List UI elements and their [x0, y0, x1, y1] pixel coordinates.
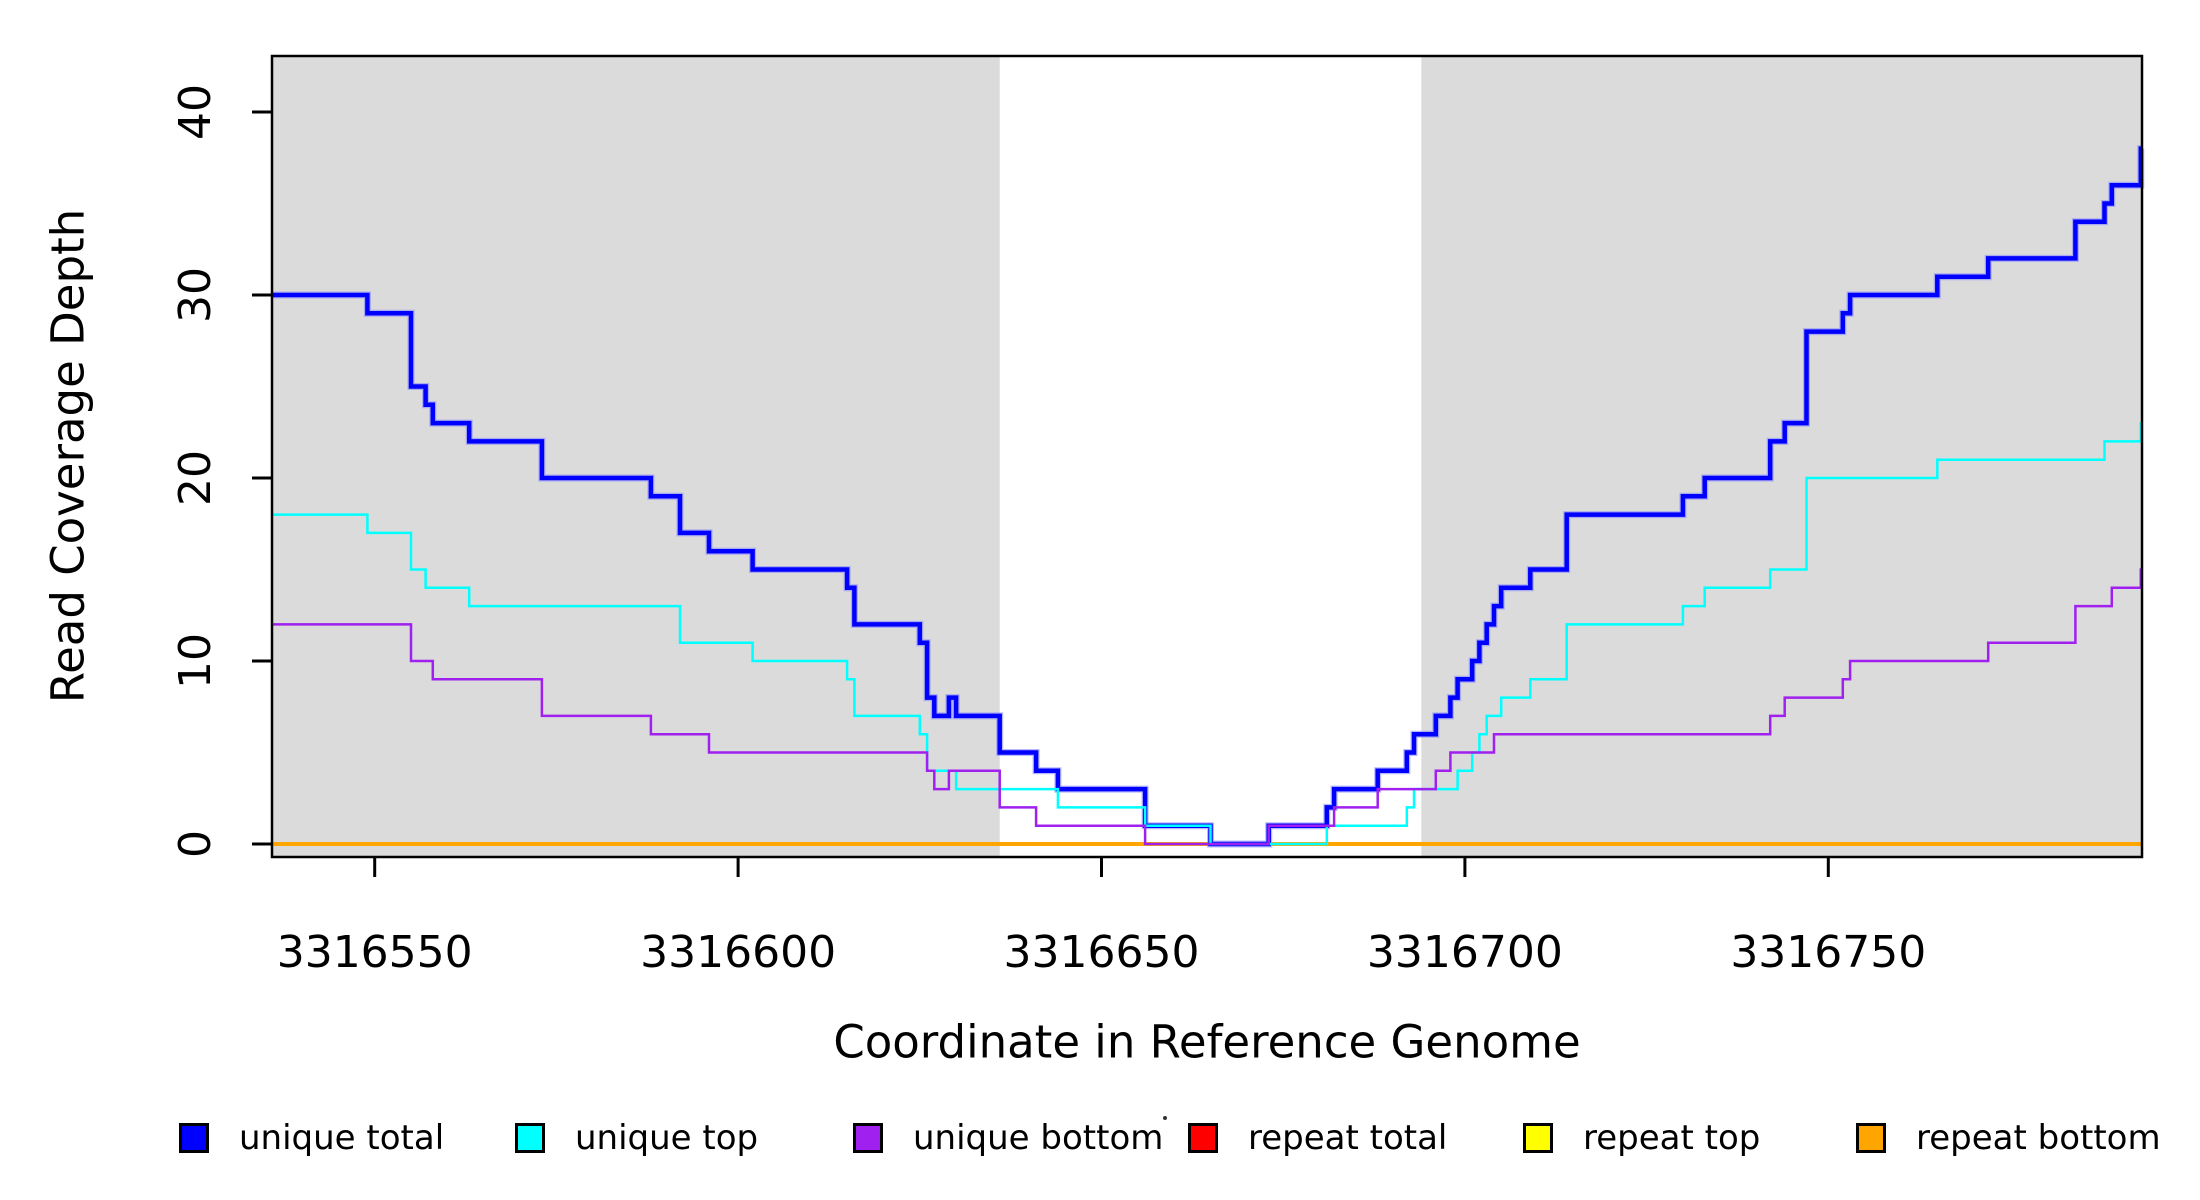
- plot-border: [270, 54, 2144, 859]
- legend-label: unique top: [575, 1118, 759, 1158]
- x-axis-title: Coordinate in Reference Genome: [833, 1015, 1581, 1069]
- series-path-unique-total: [272, 146, 2144, 847]
- x-tick-label: 3316550: [277, 927, 473, 978]
- legend-label: unique bottom: [913, 1118, 1164, 1158]
- series-path-unique-bottom: [272, 568, 2143, 846]
- legend-item-repeat-total: repeat total: [1188, 1118, 1447, 1158]
- legend-item-repeat-bottom: repeat bottom: [1856, 1118, 2161, 1158]
- legend-label: repeat bottom: [1916, 1118, 2161, 1158]
- repeat-bottom-swatch: [1856, 1123, 1886, 1153]
- y-tick-label: 30: [170, 267, 221, 323]
- shaded-region: [272, 56, 1000, 857]
- y-tick-label: 20: [170, 450, 221, 506]
- unique-top-swatch: [515, 1123, 545, 1153]
- legend-item-unique-total: unique total: [179, 1118, 444, 1158]
- repeat-top-swatch: [1523, 1123, 1553, 1153]
- legend-label: repeat top: [1583, 1118, 1761, 1158]
- y-tick-label: 10: [170, 633, 221, 689]
- series-path-unique-top: [272, 421, 2143, 846]
- legend-label: unique total: [239, 1118, 445, 1158]
- x-tick-label: 3316750: [1730, 927, 1926, 978]
- legend-item-repeat-top: repeat top: [1523, 1118, 1760, 1158]
- y-axis-title: Read Coverage Depth: [41, 208, 95, 704]
- repeat-total-swatch: [1188, 1123, 1218, 1153]
- shaded-region: [1421, 56, 2141, 857]
- legend-item-unique-top: unique top: [515, 1118, 758, 1158]
- x-tick-label: 3316650: [1004, 927, 1200, 978]
- x-tick-label: 3316700: [1367, 927, 1563, 978]
- x-tick-label: 3316600: [640, 927, 836, 978]
- legend-item-unique-bottom: unique bottom: [853, 1118, 1163, 1158]
- legend-artifact-dot: [1163, 1116, 1167, 1120]
- y-tick-label: 0: [170, 830, 221, 858]
- y-tick-label: 40: [170, 84, 221, 140]
- unique-bottom-swatch: [853, 1123, 883, 1153]
- unique-total-swatch: [179, 1123, 209, 1153]
- legend-label: repeat total: [1248, 1118, 1448, 1158]
